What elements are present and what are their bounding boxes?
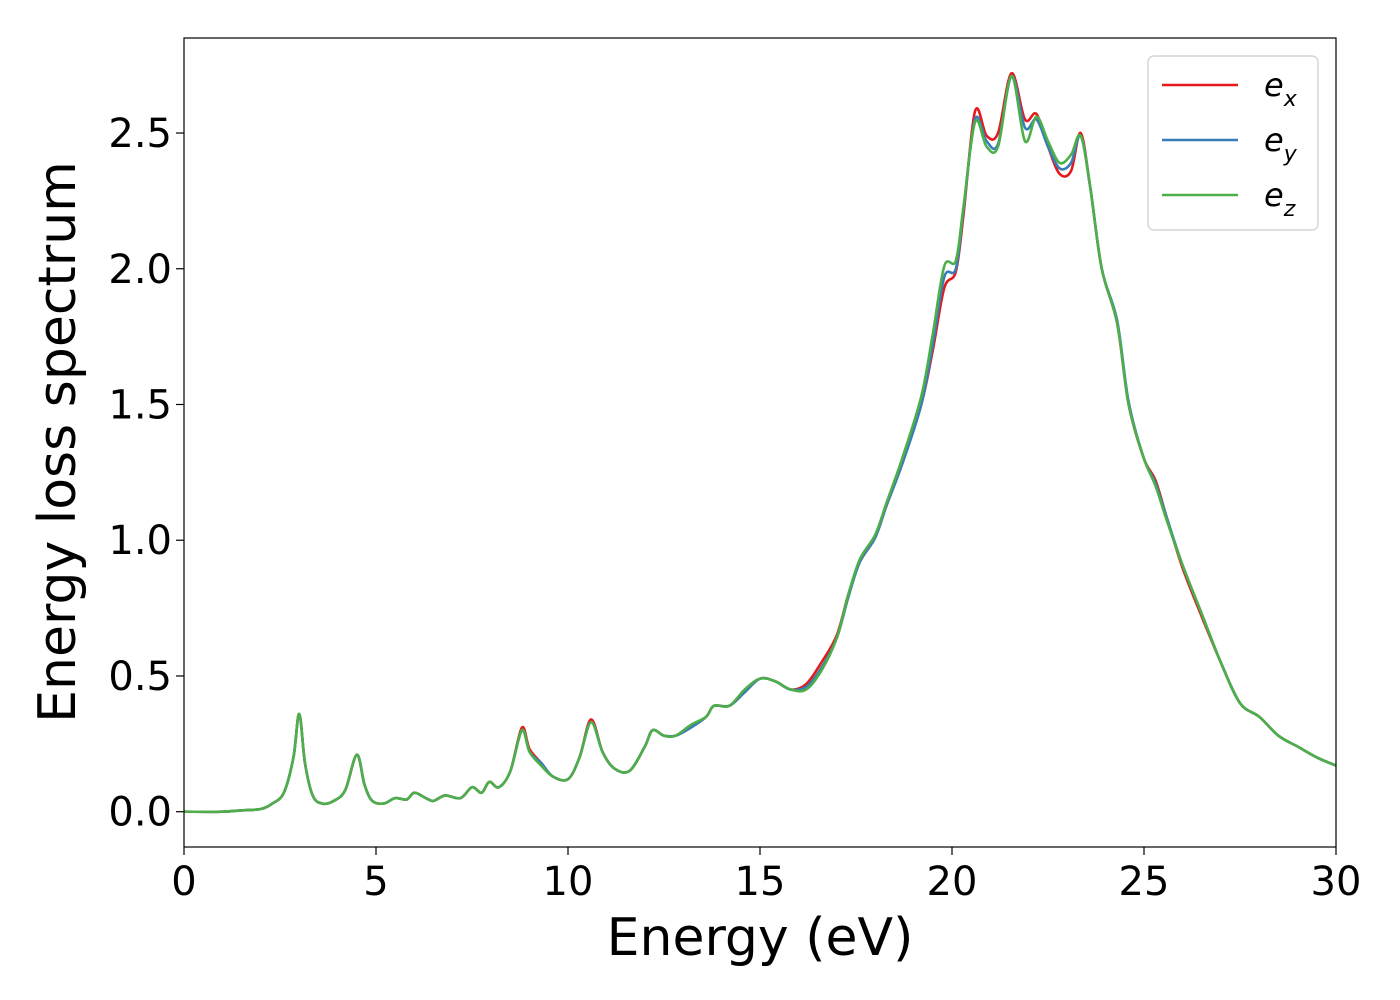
y-axis: 0.0 0.5 1.0 1.5 2.0 2.5 bbox=[108, 111, 184, 836]
x-tick-label: 25 bbox=[1119, 859, 1170, 905]
x-tick-label: 15 bbox=[735, 859, 786, 905]
y-tick-label: 2.5 bbox=[108, 111, 172, 157]
x-tick-label: 10 bbox=[543, 859, 594, 905]
x-tick-label: 20 bbox=[927, 859, 978, 905]
x-tick-label: 0 bbox=[171, 859, 196, 905]
x-axis: 0 5 10 15 20 25 30 bbox=[171, 847, 1361, 905]
x-tick-label: 5 bbox=[363, 859, 388, 905]
series-line-z bbox=[184, 74, 1336, 814]
y-tick-label: 2.0 bbox=[108, 247, 172, 293]
series-layer bbox=[184, 71, 1336, 814]
y-tick-label: 0.0 bbox=[108, 790, 172, 836]
y-tick-label: 0.5 bbox=[108, 654, 172, 700]
y-tick-label: 1.5 bbox=[108, 382, 172, 428]
legend-box bbox=[1147, 55, 1319, 231]
x-tick-label: 30 bbox=[1311, 859, 1362, 905]
y-axis-title: Energy loss spectrum bbox=[28, 161, 88, 723]
y-tick-label: 1.0 bbox=[108, 518, 172, 564]
x-axis-title: Energy (eV) bbox=[607, 908, 914, 968]
